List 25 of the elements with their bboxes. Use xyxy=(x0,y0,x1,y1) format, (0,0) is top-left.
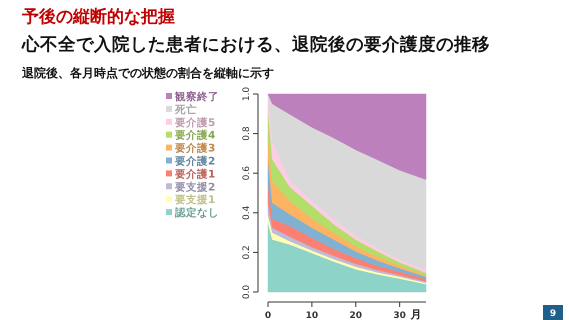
legend-label: 要支援1 xyxy=(174,193,216,206)
y-tick-label: 0.2 xyxy=(242,245,252,260)
legend-label: 認定なし xyxy=(174,206,219,220)
legend-label: 要介護5 xyxy=(174,116,216,129)
x-axis-title: 月 xyxy=(410,308,422,320)
x-tick-label: 20 xyxy=(350,311,362,320)
chart-subtitle: 心不全で入院した患者における、退院後の要介護度の推移 xyxy=(21,34,490,55)
x-tick-label: 30 xyxy=(393,311,406,320)
legend-label: 死亡 xyxy=(174,102,197,116)
legend-label: 要介護2 xyxy=(174,154,216,168)
x-tick-label: 10 xyxy=(306,311,318,320)
legend-label: 観察終了 xyxy=(174,90,219,103)
legend-label: 要介護3 xyxy=(174,142,216,155)
text: 9 xyxy=(550,309,556,319)
text: 予後の縦断的な把握 xyxy=(21,7,175,27)
legend-label: 要介護1 xyxy=(174,167,216,180)
y-tick-label: 0.6 xyxy=(242,166,252,180)
text: 退院後、各月時点での状態の割合を縦軸に示す xyxy=(21,66,274,80)
legend-label: 要支援2 xyxy=(174,180,216,194)
x-tick-label: 0 xyxy=(264,311,272,320)
y-tick-label: 0.4 xyxy=(242,205,252,220)
y-tick-label: 1.0 xyxy=(242,86,252,102)
legend-label: 要介護4 xyxy=(174,128,216,142)
y-tick-label: 0.8 xyxy=(242,126,252,141)
y-tick-label: 0.0 xyxy=(242,284,252,300)
